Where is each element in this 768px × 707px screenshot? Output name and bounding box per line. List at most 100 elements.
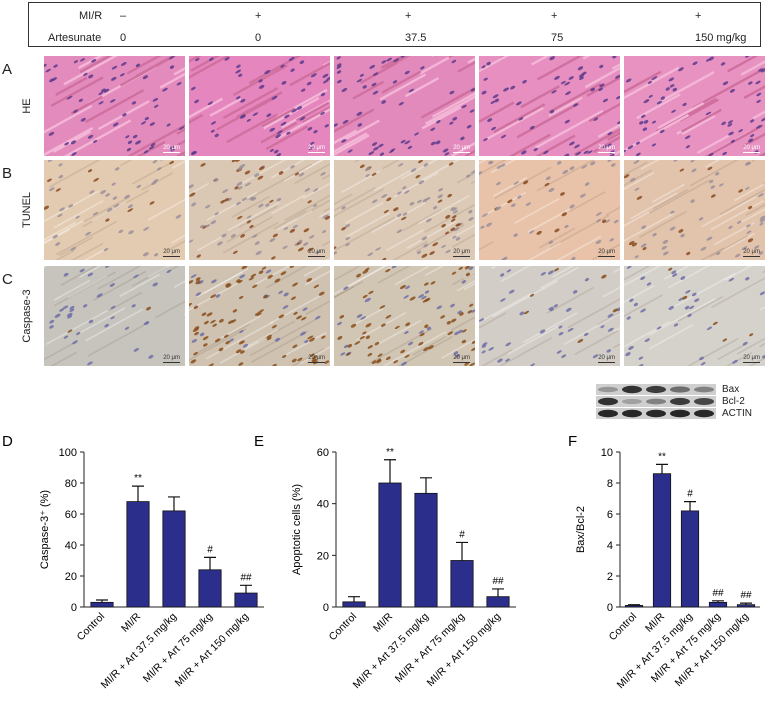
error-bar xyxy=(132,485,144,502)
treatment-table xyxy=(28,2,761,47)
y-tick-label: 20 xyxy=(65,571,77,583)
x-tick-label: Control xyxy=(75,611,107,643)
blot-band xyxy=(598,409,618,418)
panel-letter-C: C xyxy=(2,271,13,288)
blot-band xyxy=(694,386,714,393)
y-tick-label: 0 xyxy=(323,602,329,614)
scale-bar: 20 μm xyxy=(598,355,615,361)
panel-letter-A: A xyxy=(2,61,13,78)
bar-2 xyxy=(652,473,672,608)
significance-marker: ## xyxy=(740,590,752,601)
blot-band xyxy=(622,385,642,394)
error-bar xyxy=(684,501,696,511)
significance-marker: ## xyxy=(492,576,504,587)
scale-bar: 20 μm xyxy=(743,249,760,255)
micrograph-he-1: 20 μm xyxy=(44,56,185,156)
x-tick-label: MI/R xyxy=(119,610,143,634)
x-tick-label: MI/R + Art 75 mg/kg xyxy=(141,611,215,685)
error-bar xyxy=(712,600,724,603)
y-tick-label: 8 xyxy=(607,478,613,490)
tissue-image xyxy=(44,56,185,156)
bar-1 xyxy=(624,605,644,608)
scale-bar: 20 μm xyxy=(598,249,615,255)
y-tick-label: 10 xyxy=(601,447,613,459)
micrograph-casp-2: 20 μm xyxy=(189,266,330,366)
micrograph-he-5: 20 μm xyxy=(624,56,765,156)
y-tick-label: 40 xyxy=(317,499,329,511)
y-axis-label: Caspase-3⁺ (%) xyxy=(39,490,51,569)
tissue-image xyxy=(44,160,185,260)
tissue-image xyxy=(334,266,475,366)
panel-letter-F: F xyxy=(568,433,577,450)
y-tick-label: 100 xyxy=(59,447,77,459)
y-axis-label: Apoptotic cells (%) xyxy=(291,484,303,575)
treatment-value: + xyxy=(551,10,558,22)
error-bar xyxy=(204,556,216,570)
bar-3 xyxy=(414,492,438,608)
western-blot xyxy=(596,384,716,419)
panel-letter-E: E xyxy=(254,433,264,450)
blot-band xyxy=(670,386,690,393)
scale-bar: 20 μm xyxy=(163,355,180,361)
tissue-image xyxy=(479,160,620,260)
y-tick-label: 2 xyxy=(607,571,613,583)
micrograph-casp-4: 20 μm xyxy=(479,266,620,366)
treatment-value: 0 xyxy=(120,32,127,44)
y-tick-label: 6 xyxy=(607,509,613,521)
blot-label-bax: Bax xyxy=(722,384,740,395)
tissue-image xyxy=(189,56,330,156)
significance-marker: ## xyxy=(712,588,724,599)
y-tick-label: 60 xyxy=(65,509,77,521)
y-tick-label: 20 xyxy=(317,550,329,562)
bar-5 xyxy=(736,604,756,608)
micrograph-he-3: 20 μm xyxy=(334,56,475,156)
blot-band xyxy=(622,398,642,405)
bar-2 xyxy=(378,482,402,608)
treatment-value: – xyxy=(120,10,127,22)
error-bar xyxy=(492,588,504,597)
significance-marker: ** xyxy=(386,447,394,458)
bar-5 xyxy=(234,592,258,608)
scale-bar: 20 μm xyxy=(453,249,470,255)
scale-bar: 20 μm xyxy=(743,145,760,151)
micrograph-tunel-3: 20 μm xyxy=(334,160,475,260)
blot-band xyxy=(598,386,618,393)
scale-bar: 20 μm xyxy=(453,145,470,151)
y-tick-label: 40 xyxy=(65,540,77,552)
error-bar xyxy=(240,584,252,594)
blot-band xyxy=(598,397,618,406)
error-bar xyxy=(348,596,360,602)
blot-band xyxy=(646,398,666,405)
bar-4 xyxy=(450,560,474,608)
panel-letter-B: B xyxy=(2,165,13,182)
micrograph-tunel-2: 20 μm xyxy=(189,160,330,260)
error-bar xyxy=(740,602,752,605)
scale-bar: 20 μm xyxy=(308,355,325,361)
significance-marker: ** xyxy=(134,473,142,484)
significance-marker: # xyxy=(207,544,213,555)
significance-marker: # xyxy=(687,489,693,500)
scale-bar: 20 μm xyxy=(308,249,325,255)
bar-1 xyxy=(342,601,366,608)
error-bar xyxy=(168,496,180,511)
blot-band xyxy=(694,409,714,418)
treatment-value: + xyxy=(405,10,412,22)
error-bar xyxy=(384,459,396,483)
x-tick-label: MI/R + Art 75 mg/kg xyxy=(393,611,467,685)
y-tick-label: 80 xyxy=(65,478,77,490)
bar-2 xyxy=(126,501,150,608)
blot-band xyxy=(646,385,666,394)
error-bar xyxy=(96,599,108,603)
blot-band xyxy=(694,398,714,405)
significance-marker: ## xyxy=(240,572,252,583)
significance-marker: # xyxy=(459,529,465,540)
bar-4 xyxy=(198,569,222,608)
y-tick-label: 4 xyxy=(607,540,613,552)
scale-bar: 20 μm xyxy=(308,145,325,151)
tissue-image xyxy=(44,266,185,366)
error-bar xyxy=(456,541,468,561)
bar-5 xyxy=(486,596,510,608)
micrograph-casp-1: 20 μm xyxy=(44,266,185,366)
blot-band xyxy=(646,409,666,418)
